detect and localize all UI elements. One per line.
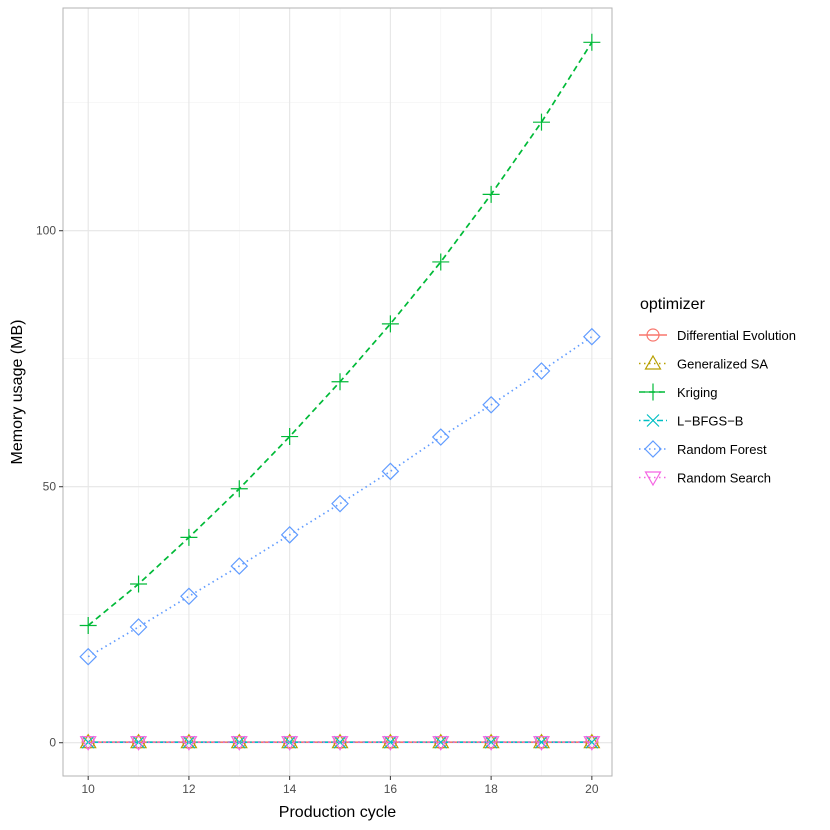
legend-label: L−BFGS−B	[677, 414, 743, 429]
triangle-down-marker	[130, 736, 148, 751]
diamond-marker	[230, 557, 249, 575]
triangle-down-marker	[532, 736, 551, 751]
diamond-marker	[129, 618, 148, 636]
triangle-down-marker	[180, 736, 198, 751]
y-tick-label: 50	[43, 480, 57, 494]
triangle-down-marker	[432, 736, 450, 751]
x-marker	[646, 414, 660, 427]
legend-label: Random Forest	[677, 442, 767, 457]
diamond-marker	[180, 587, 198, 606]
legend-item: Random Search	[639, 471, 771, 487]
diamond-marker	[431, 428, 450, 446]
triangle-down-marker	[281, 736, 299, 751]
plus-marker	[644, 383, 662, 401]
triangle-up-marker	[180, 733, 198, 749]
series-triangle-up	[79, 733, 601, 749]
triangle-down-marker	[583, 736, 601, 751]
x-marker	[535, 735, 548, 749]
triangle-up-marker	[482, 733, 500, 749]
plus-marker	[180, 528, 198, 546]
diamond-marker	[482, 395, 500, 414]
legend-label: Differential Evolution	[677, 328, 796, 343]
triangle-down-marker	[331, 736, 349, 751]
plus-marker	[381, 315, 399, 333]
plus-marker	[482, 185, 500, 203]
diamond-marker	[644, 440, 662, 458]
triangle-up-marker	[644, 354, 662, 370]
plot-panel	[63, 8, 612, 776]
y-tick-label: 0	[49, 736, 56, 750]
diamond-marker	[583, 327, 601, 346]
plus-marker	[331, 373, 349, 391]
y-tick-label: 100	[36, 224, 56, 238]
plus-marker	[130, 575, 148, 593]
plot-border	[62, 7, 613, 777]
legend-item: Random Forest	[639, 440, 767, 458]
diamond-marker	[331, 494, 349, 513]
axis-ticks: 10 12 14 16 18 20 0 50 100	[36, 224, 599, 796]
x-marker	[585, 735, 599, 749]
legend-item: Differential Evolution	[639, 328, 796, 343]
diamond-marker	[79, 647, 98, 666]
triangle-down-marker	[230, 736, 248, 751]
triangle-up-marker	[583, 733, 601, 749]
diamond-marker	[381, 462, 400, 481]
legend-item: Kriging	[639, 383, 717, 401]
triangle-down-marker	[482, 736, 500, 751]
x-tick-label: 16	[384, 782, 398, 796]
series-plus	[79, 33, 601, 634]
triangle-up-marker	[130, 733, 148, 749]
circle-marker	[646, 328, 660, 342]
legend-item: L−BFGS−B	[639, 414, 743, 429]
triangle-up-marker	[230, 733, 248, 749]
x-tick-label: 14	[283, 782, 297, 796]
x-tick-label: 20	[585, 782, 599, 796]
triangle-down-marker	[79, 736, 97, 751]
grid-lines	[63, 8, 612, 776]
series-line	[87, 335, 593, 658]
triangle-up-marker	[79, 733, 97, 749]
triangle-up-marker	[331, 733, 349, 749]
diamond-marker	[532, 362, 551, 380]
legend: optimizer Differential Evolution Generali…	[639, 296, 796, 487]
legend-label: Random Search	[677, 471, 771, 486]
triangle-down-marker	[644, 471, 662, 487]
plus-marker	[79, 616, 97, 634]
triangle-up-marker	[432, 733, 450, 749]
x-tick-label: 10	[82, 782, 96, 796]
plus-marker	[432, 253, 450, 271]
triangle-down-marker	[381, 736, 399, 751]
plus-marker	[583, 33, 601, 51]
plus-marker	[532, 113, 550, 131]
x-marker	[333, 735, 347, 749]
diamond-marker	[280, 525, 299, 544]
x-marker	[434, 735, 448, 749]
series-triangle-down	[79, 736, 601, 751]
x-marker	[484, 735, 498, 749]
x-tick-label: 18	[484, 782, 498, 796]
legend-label: Generalized SA	[677, 357, 768, 372]
x-axis-title: Production cycle	[279, 804, 396, 821]
legend-item: Generalized SA	[639, 354, 768, 372]
triangle-up-marker	[281, 733, 299, 749]
plus-marker	[281, 428, 299, 446]
triangle-up-marker	[381, 733, 399, 749]
x-marker	[383, 735, 397, 749]
legend-label: Kriging	[677, 385, 717, 400]
legend-title: optimizer	[640, 296, 706, 313]
x-tick-label: 12	[182, 782, 196, 796]
plus-marker	[230, 480, 248, 498]
series-diamond	[79, 327, 601, 666]
y-axis-title: Memory usage (MB)	[9, 320, 26, 465]
triangle-up-marker	[532, 733, 551, 749]
data-series	[79, 33, 601, 751]
